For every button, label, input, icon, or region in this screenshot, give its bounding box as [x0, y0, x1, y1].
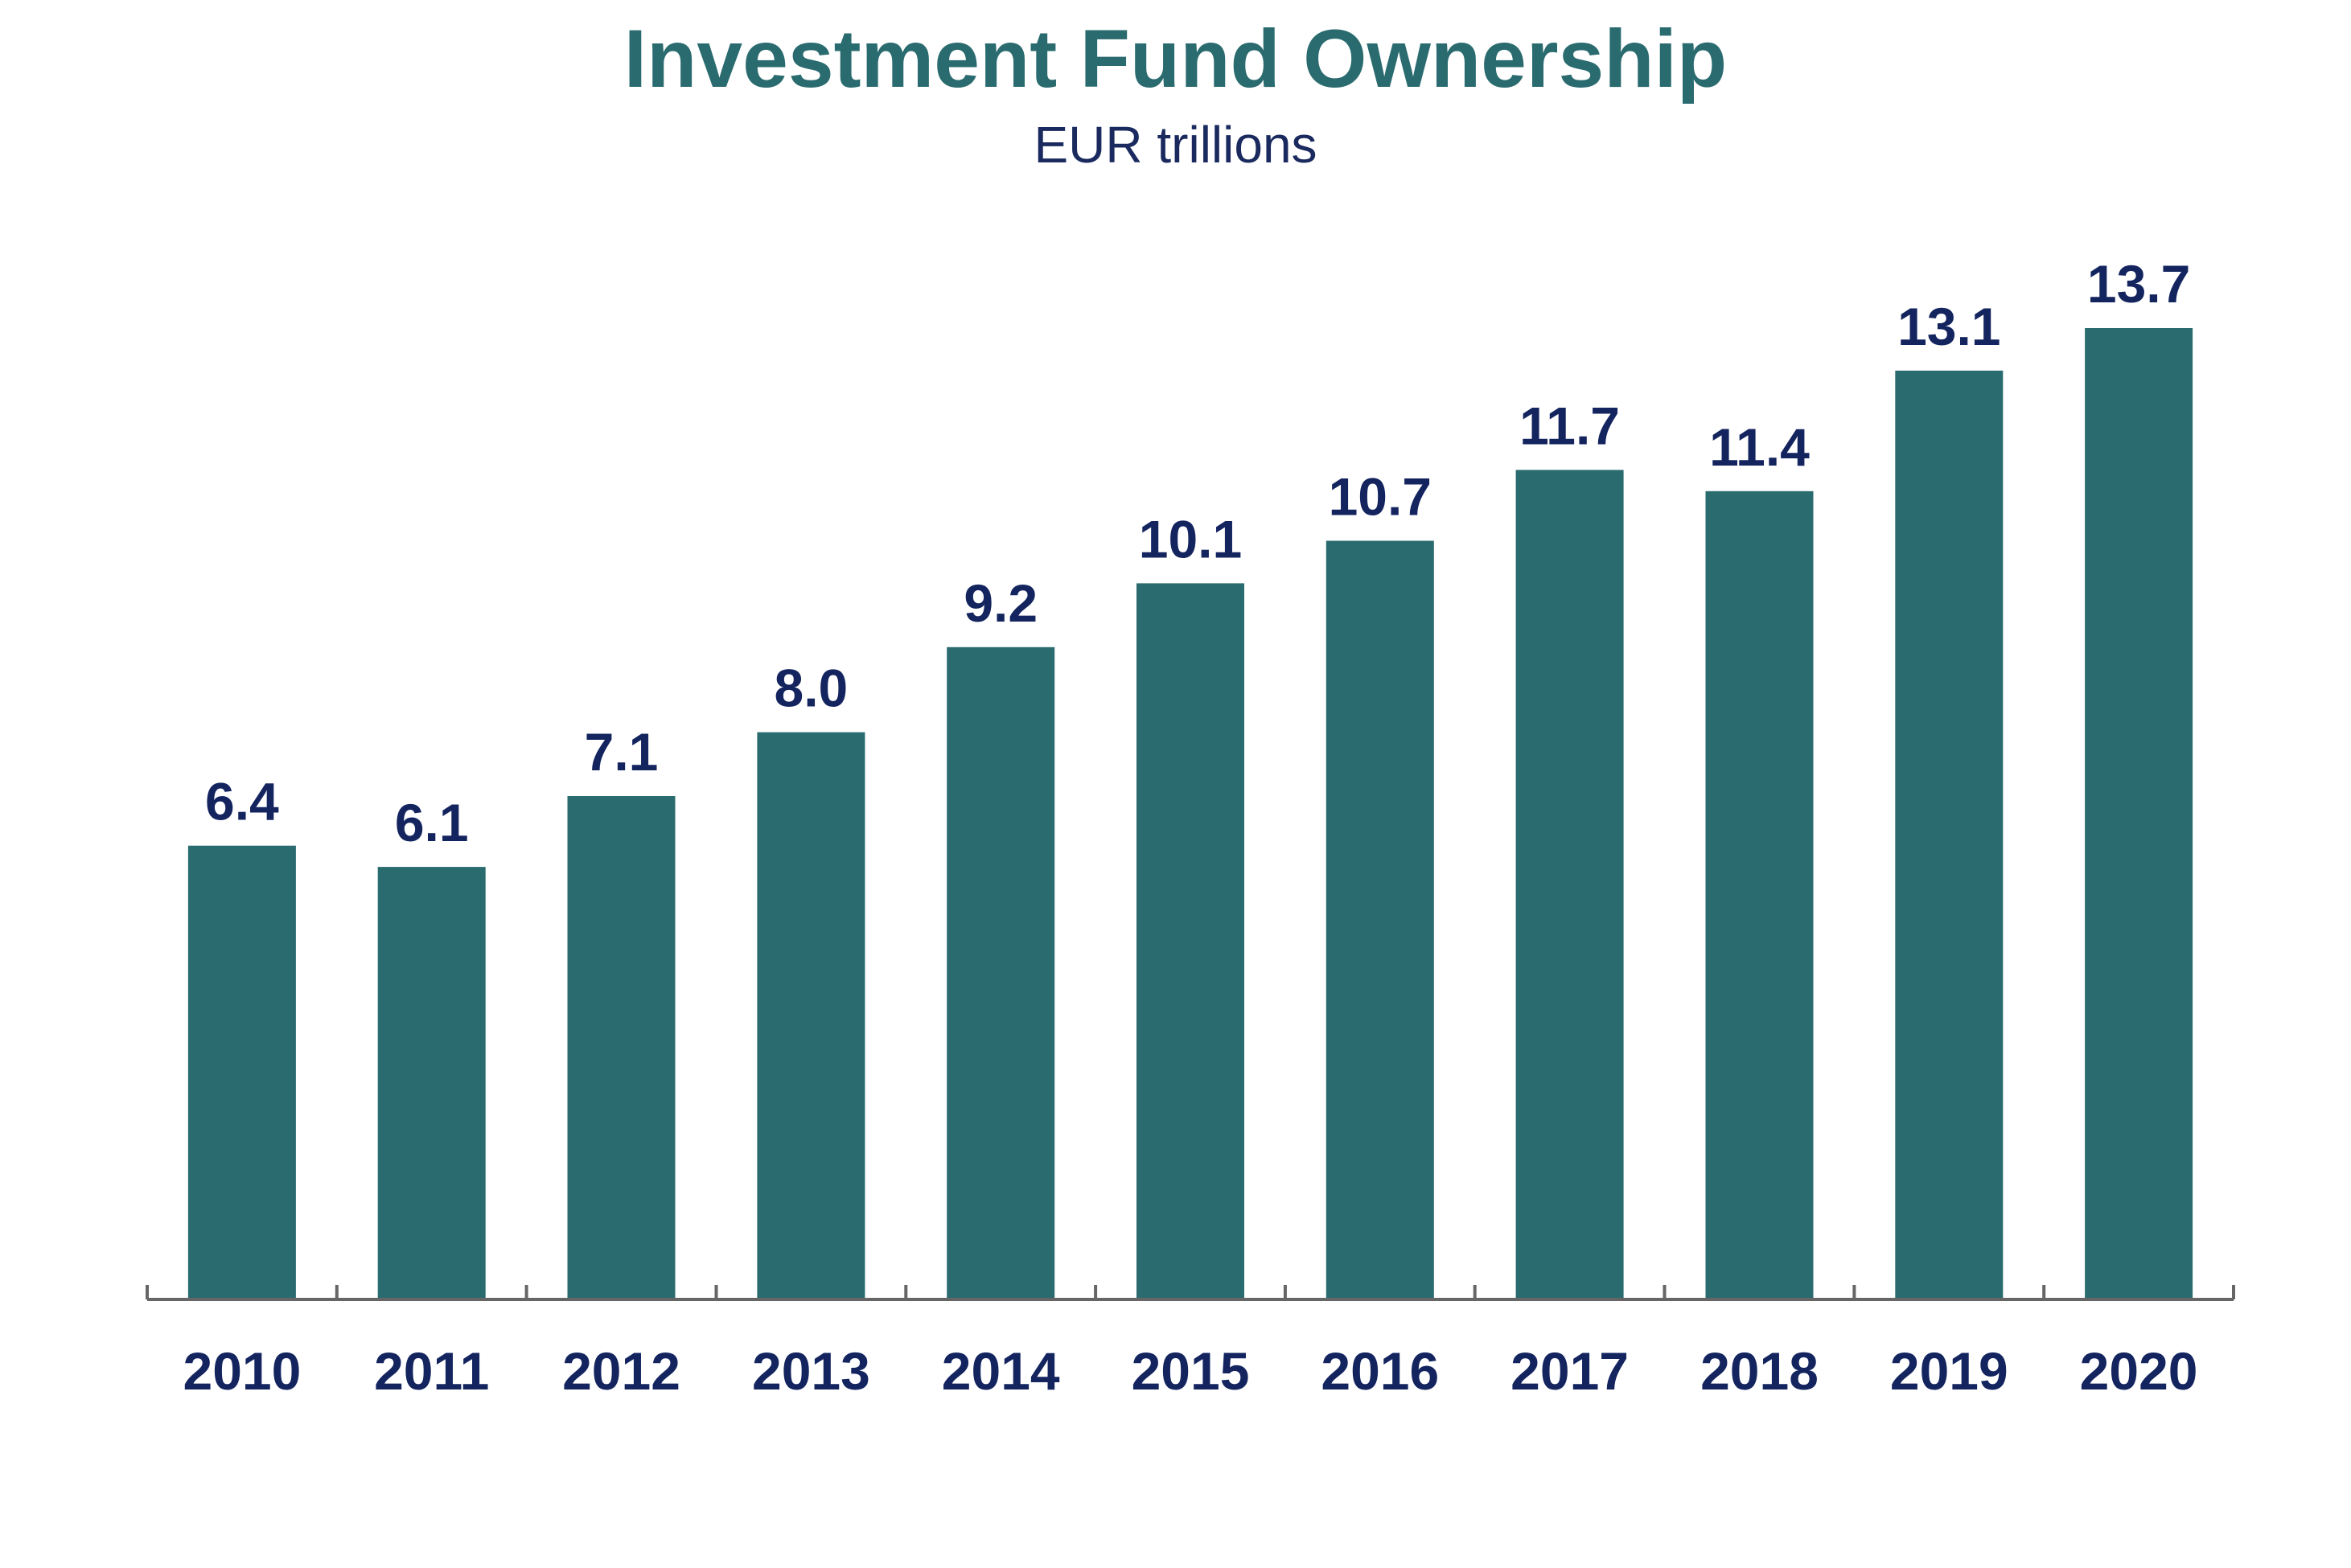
x-tick-label-2020: 2020: [2080, 1341, 2198, 1401]
x-tick-label-2010: 2010: [183, 1341, 301, 1401]
x-tick-label-2016: 2016: [1321, 1341, 1439, 1401]
x-tick-label-2015: 2015: [1132, 1341, 1250, 1401]
value-label-2011: 6.1: [395, 793, 469, 852]
bar-2013: [757, 732, 865, 1299]
value-label-2017: 11.7: [1519, 396, 1620, 455]
x-tick-label-2011: 2011: [374, 1341, 489, 1401]
value-labels: 6.4 6.1 7.1 8.0 9.2 10.1 10.7 11.7 11.4 13.1 13.7: [205, 254, 2190, 852]
x-tick-label-2012: 2012: [562, 1341, 680, 1401]
x-tick-label-2019: 2019: [1890, 1341, 2008, 1401]
chart-subtitle: EUR trillions: [1034, 116, 1317, 174]
x-tick-label-2013: 2013: [752, 1341, 870, 1401]
bar-2011: [377, 867, 486, 1299]
value-label-2016: 10.7: [1329, 467, 1432, 527]
x-axis: [146, 1285, 2235, 1301]
x-tick-label-2017: 2017: [1510, 1341, 1629, 1401]
chart-title: Investment Fund Ownership: [624, 13, 1727, 105]
bar-2014: [947, 646, 1055, 1299]
value-label-2010: 6.4: [205, 772, 279, 831]
value-label-2018: 11.4: [1709, 417, 1810, 477]
bar-2018: [1705, 491, 1814, 1299]
bar-2019: [1895, 370, 2004, 1299]
bar-2017: [1515, 470, 1624, 1299]
value-label-2015: 10.1: [1139, 509, 1242, 569]
bar-2015: [1136, 583, 1244, 1299]
value-label-2012: 7.1: [585, 722, 659, 782]
x-tick-labels: 2010 2011 2012 2013 2014 2015 2016 2017 2018 2019…: [183, 1341, 2197, 1401]
bar-2020: [2085, 328, 2193, 1299]
value-label-2019: 13.1: [1897, 297, 2000, 356]
bar-series: [187, 328, 2193, 1299]
bar-2016: [1326, 540, 1434, 1299]
x-tick-label-2018: 2018: [1700, 1341, 1819, 1401]
bar-2010: [187, 845, 296, 1299]
value-label-2020: 13.7: [2087, 254, 2190, 314]
value-label-2013: 8.0: [775, 659, 849, 718]
value-label-2014: 9.2: [964, 573, 1038, 633]
x-tick-label-2014: 2014: [942, 1341, 1060, 1401]
bar-2012: [567, 796, 676, 1299]
